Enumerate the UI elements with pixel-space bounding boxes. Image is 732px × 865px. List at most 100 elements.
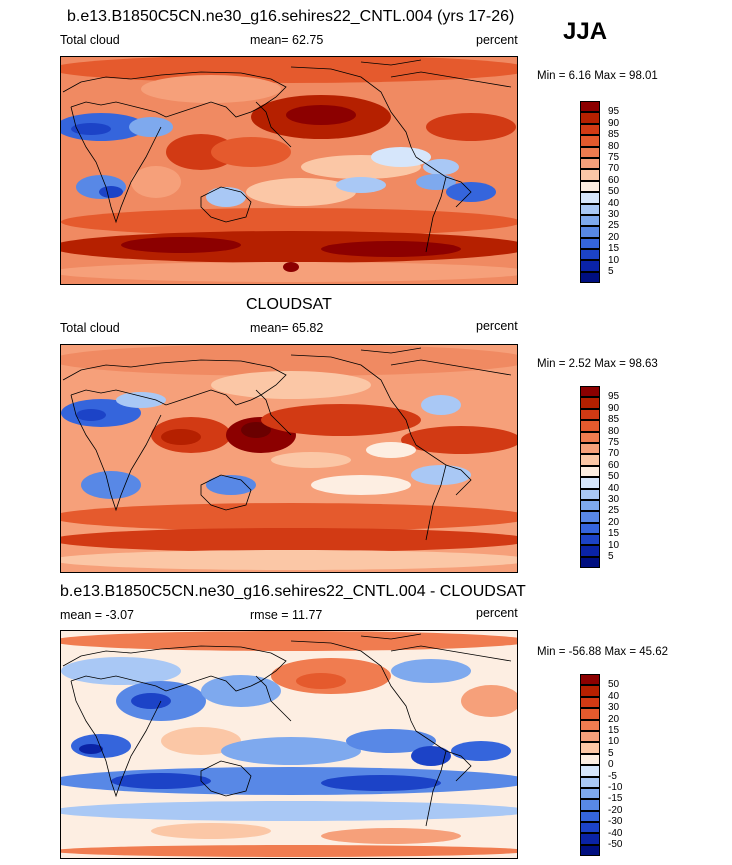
colorbar-tick-label: 20 xyxy=(608,231,620,243)
colorbar-swatch xyxy=(580,810,600,823)
colorbar-swatch xyxy=(580,249,600,261)
colorbar-swatch xyxy=(580,685,600,697)
panel-2-minmax-label: Min = 2.52 Max = 98.63 xyxy=(537,358,658,370)
colorbar-swatch xyxy=(580,799,600,811)
colorbar-swatch xyxy=(580,822,600,834)
colorbar-tick-label: 95 xyxy=(608,391,620,403)
colorbar-swatch xyxy=(580,719,600,731)
colorbar-swatch xyxy=(580,674,600,686)
colorbar-tick-label: 15 xyxy=(608,725,620,736)
colorbar-tick-label: 20 xyxy=(608,516,620,528)
colorbar-swatch xyxy=(580,465,600,478)
colorbar-swatch xyxy=(580,556,600,569)
colorbar-tick-label: 40 xyxy=(608,690,620,702)
panel-3-minmax-label: Min = -56.88 Max = 45.62 xyxy=(537,646,669,658)
colorbar-tick-label: 5 xyxy=(608,551,614,562)
colorbar-swatch xyxy=(580,742,600,754)
colorbar-swatch xyxy=(580,180,600,193)
colorbar-tick-label: 5 xyxy=(608,266,614,277)
colorbar-tick-label: 30 xyxy=(608,702,620,714)
colorbar-swatch xyxy=(580,477,600,489)
colorbar-swatch xyxy=(580,696,600,709)
colorbar-tick-label: 60 xyxy=(608,459,620,471)
colorbar-tick-label: 40 xyxy=(608,197,620,209)
colorbar-swatch xyxy=(580,386,600,398)
colorbar-tick-label: 25 xyxy=(608,505,620,517)
colorbar-tick-label: -10 xyxy=(608,782,623,793)
panel-1-minmax-label: Min = 6.16 Max = 98.01 xyxy=(537,70,658,82)
colorbar-tick-label: 25 xyxy=(608,220,620,232)
colorbar-tick-label: 85 xyxy=(608,414,620,426)
panel-2-mean-label: mean= 65.82 xyxy=(250,321,324,335)
panel-2-title: CLOUDSAT xyxy=(246,296,332,313)
colorbar-tick-label: -20 xyxy=(608,804,623,816)
colorbar-swatch xyxy=(580,123,600,136)
panel-1-map-field xyxy=(61,57,517,284)
colorbar-swatch xyxy=(580,146,600,158)
colorbar-tick-label: 90 xyxy=(608,402,620,414)
colorbar-tick-label: 15 xyxy=(608,528,620,540)
colorbar-tick-label: 75 xyxy=(608,437,620,448)
panel-2-map xyxy=(60,344,518,573)
colorbar-tick-label: -15 xyxy=(608,793,623,805)
colorbar-swatch xyxy=(580,488,600,500)
colorbar-tick-label: 30 xyxy=(608,494,620,505)
colorbar-tick-label: 50 xyxy=(608,679,620,691)
colorbar-tick-label: 10 xyxy=(608,539,620,551)
colorbar-tick-label: 20 xyxy=(608,713,620,725)
colorbar-tick-label: 50 xyxy=(608,186,620,198)
panel-3-map-field xyxy=(61,631,517,858)
colorbar-tick-label: -5 xyxy=(608,770,617,782)
colorbar-swatch xyxy=(580,753,600,766)
panel-3-colorbar: 50 40 30 20 15 10 5 0 -5 -10 -15 -20 -30 -40 -50 xyxy=(580,674,622,857)
colorbar-tick-label: -30 xyxy=(608,816,623,828)
colorbar-tick-label: 15 xyxy=(608,243,620,255)
colorbar-tick-label: 80 xyxy=(608,425,620,437)
panel-2-variable-label: Total cloud xyxy=(60,321,120,335)
colorbar-swatch xyxy=(580,101,600,113)
panel-1-variable-label: Total cloud xyxy=(60,33,120,47)
colorbar-swatch xyxy=(580,203,600,215)
colorbar-swatch xyxy=(580,157,600,170)
colorbar-tick-label: 60 xyxy=(608,174,620,186)
colorbar-swatch xyxy=(580,112,600,124)
colorbar-swatch xyxy=(580,226,600,238)
colorbar-swatch xyxy=(580,776,600,788)
panel-2-colorbar: 95 90 85 80 75 70 60 50 40 30 25 20 15 10 5 xyxy=(580,386,619,569)
colorbar-swatch xyxy=(580,431,600,443)
colorbar-tick-label: 75 xyxy=(608,152,620,163)
colorbar-swatch xyxy=(580,169,600,181)
colorbar-swatch xyxy=(580,397,600,409)
colorbar-swatch xyxy=(580,708,600,720)
colorbar-swatch xyxy=(580,420,600,432)
colorbar-swatch xyxy=(580,260,600,272)
colorbar-swatch xyxy=(580,454,600,466)
colorbar-tick-label: 10 xyxy=(608,254,620,266)
panel-1-title: b.e13.B1850C5CN.ne30_g16.sehires22_CNTL.… xyxy=(67,8,515,25)
colorbar-swatch xyxy=(580,214,600,227)
colorbar-tick-label: 0 xyxy=(608,759,614,771)
panel-1-colorbar: 95 90 85 80 75 70 60 50 40 30 25 20 15 10 5 xyxy=(580,101,619,284)
panel-1-map xyxy=(60,56,518,285)
season-label: JJA xyxy=(563,18,608,45)
colorbar-tick-label: 30 xyxy=(608,209,620,220)
colorbar-tick-label: 90 xyxy=(608,117,620,129)
panel-2-map-field xyxy=(61,345,517,572)
colorbar-swatch xyxy=(580,499,600,512)
colorbar-swatch xyxy=(580,237,600,250)
colorbar-tick-label: 95 xyxy=(608,106,620,118)
colorbar-swatch xyxy=(580,787,600,800)
colorbar-swatch xyxy=(580,511,600,523)
colorbar-swatch xyxy=(580,765,600,777)
colorbar-swatch xyxy=(580,522,600,535)
colorbar-tick-label: -50 xyxy=(608,839,623,850)
colorbar-tick-label: 50 xyxy=(608,471,620,483)
colorbar-tick-label: 85 xyxy=(608,129,620,141)
colorbar-swatch xyxy=(580,545,600,557)
colorbar-tick-label: 70 xyxy=(608,448,620,460)
colorbar-tick-label: 80 xyxy=(608,140,620,152)
colorbar-swatch xyxy=(580,844,600,857)
panel-3-units-label: percent xyxy=(476,606,518,620)
panel-3-map xyxy=(60,630,518,859)
colorbar-swatch xyxy=(580,135,600,147)
